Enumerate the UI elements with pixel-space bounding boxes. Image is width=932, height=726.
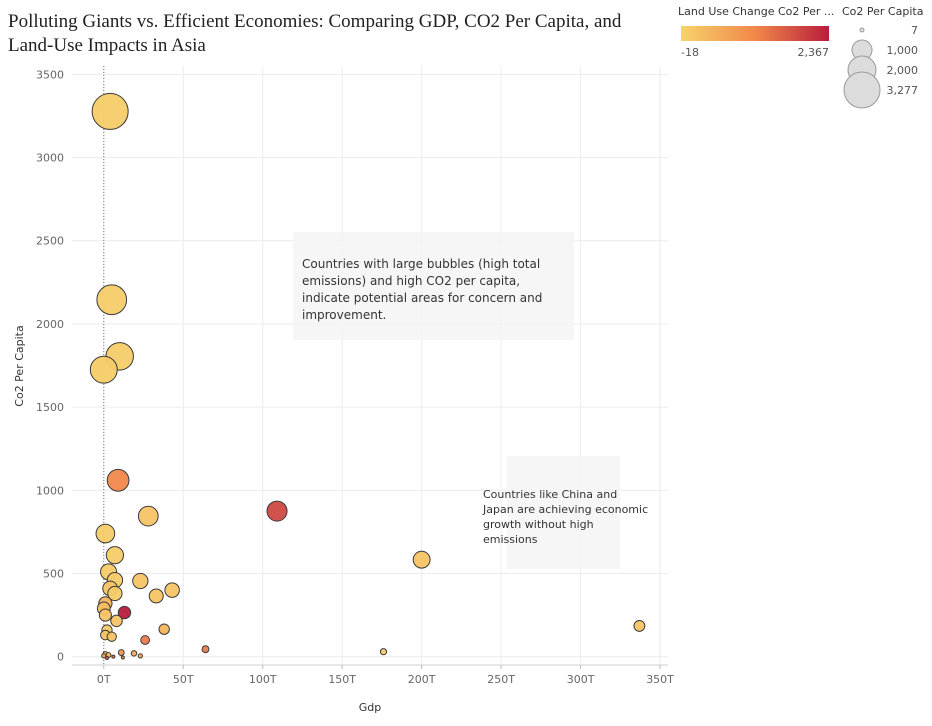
bubble[interactable] bbox=[89, 355, 118, 384]
bubble[interactable] bbox=[95, 523, 116, 544]
y-tick-label: 1000 bbox=[36, 484, 64, 497]
bubble[interactable] bbox=[379, 648, 388, 656]
bubble[interactable] bbox=[266, 500, 288, 522]
x-tick-label: 300T bbox=[567, 673, 595, 686]
x-tick-label: 250T bbox=[487, 673, 515, 686]
size-legend-title: Co2 Per Capita bbox=[842, 5, 923, 18]
bubble[interactable] bbox=[148, 588, 164, 604]
bubble[interactable] bbox=[633, 619, 646, 632]
bubble[interactable] bbox=[117, 605, 132, 620]
size-legend-label: 1,000 bbox=[887, 44, 919, 57]
bubble[interactable] bbox=[101, 653, 107, 659]
annotation-text: emissions bbox=[483, 533, 538, 546]
x-tick-label: 50T bbox=[173, 673, 194, 686]
color-legend-max: 2,367 bbox=[798, 46, 830, 59]
size-legend-label: 3,277 bbox=[887, 84, 919, 97]
size-legend-circle bbox=[843, 71, 881, 109]
y-tick-label: 3500 bbox=[36, 68, 64, 81]
y-tick-label: 1500 bbox=[36, 401, 64, 414]
chart-title-line: Land-Use Impacts in Asia bbox=[8, 35, 206, 56]
chart-title: Polluting Giants vs. Efficient Economies… bbox=[8, 11, 622, 56]
bubble[interactable] bbox=[105, 546, 125, 565]
bubble[interactable] bbox=[104, 656, 109, 661]
color-legend-title: Land Use Change Co2 Per ... bbox=[678, 5, 834, 18]
x-tick-label: 150T bbox=[328, 673, 356, 686]
annotation-text: growth without high bbox=[483, 518, 594, 531]
size-legend-label: 2,000 bbox=[887, 64, 919, 77]
annotation-text: improvement. bbox=[302, 308, 386, 322]
bubble[interactable] bbox=[96, 284, 128, 316]
bubble[interactable] bbox=[106, 468, 130, 492]
y-tick-label: 3000 bbox=[36, 152, 64, 165]
color-legend-gradient-bar bbox=[681, 26, 829, 41]
bubbles[interactable] bbox=[89, 92, 646, 661]
color-legend: Land Use Change Co2 Per ... -18 2,367 bbox=[678, 5, 834, 59]
y-tick-label: 2000 bbox=[36, 318, 64, 331]
bubble[interactable] bbox=[130, 650, 138, 657]
bubble[interactable] bbox=[158, 623, 170, 635]
y-axis-ticks: 0 500 1000 1500 2000 2500 3000 3500 bbox=[36, 68, 64, 663]
annotation-box: Countries with large bubbles (high total… bbox=[293, 232, 574, 340]
bubble[interactable] bbox=[120, 655, 125, 660]
bubble[interactable] bbox=[117, 649, 125, 656]
y-axis-label: Co2 Per Capita bbox=[13, 325, 26, 406]
bubble[interactable] bbox=[412, 550, 431, 569]
x-tick-label: 100T bbox=[249, 673, 277, 686]
bubble[interactable] bbox=[107, 585, 123, 602]
annotation-background bbox=[507, 456, 620, 569]
bubble[interactable] bbox=[111, 654, 116, 659]
color-legend-min: -18 bbox=[681, 46, 699, 59]
annotation-text: Japan are achieving economic bbox=[482, 503, 648, 516]
annotation-text: Countries like China and bbox=[483, 488, 617, 501]
y-tick-label: 500 bbox=[43, 567, 64, 580]
x-tick-label: 0T bbox=[97, 673, 111, 686]
size-legend: Co2 Per Capita 7 1,000 2,000 3,277 bbox=[842, 5, 923, 109]
size-legend-label: 7 bbox=[911, 24, 918, 37]
bubble[interactable] bbox=[91, 92, 129, 130]
annotation-text: indicate potential areas for concern and bbox=[302, 291, 542, 305]
bubble[interactable] bbox=[132, 572, 149, 590]
bubble[interactable] bbox=[98, 608, 112, 622]
bubble[interactable] bbox=[106, 631, 117, 642]
bubble[interactable] bbox=[137, 653, 143, 659]
bubble[interactable] bbox=[137, 505, 159, 527]
size-legend-circle bbox=[859, 27, 865, 33]
annotation-background bbox=[293, 232, 574, 340]
x-axis-ticks: 0T 50T 100T 150T 200T 250T 300T 350T bbox=[97, 665, 674, 686]
gridlines bbox=[72, 66, 668, 666]
bubble[interactable] bbox=[164, 582, 180, 598]
x-axis-label: Gdp bbox=[359, 701, 382, 714]
bubble[interactable] bbox=[140, 635, 150, 645]
y-tick-label: 0 bbox=[57, 651, 64, 664]
annotation-box: Countries like China and Japan are achiev… bbox=[482, 456, 648, 569]
annotation-text: Countries with large bubbles (high total bbox=[302, 257, 540, 271]
chart-title-line: Polluting Giants vs. Efficient Economies… bbox=[8, 11, 622, 32]
annotations: Countries with large bubbles (high total… bbox=[293, 232, 648, 569]
annotation-text: emissions) and high CO2 per capita, bbox=[302, 274, 520, 288]
x-tick-label: 200T bbox=[408, 673, 436, 686]
x-tick-label: 350T bbox=[646, 673, 674, 686]
y-tick-label: 2500 bbox=[36, 235, 64, 248]
bubble[interactable] bbox=[201, 645, 210, 654]
bubble[interactable] bbox=[110, 614, 123, 628]
